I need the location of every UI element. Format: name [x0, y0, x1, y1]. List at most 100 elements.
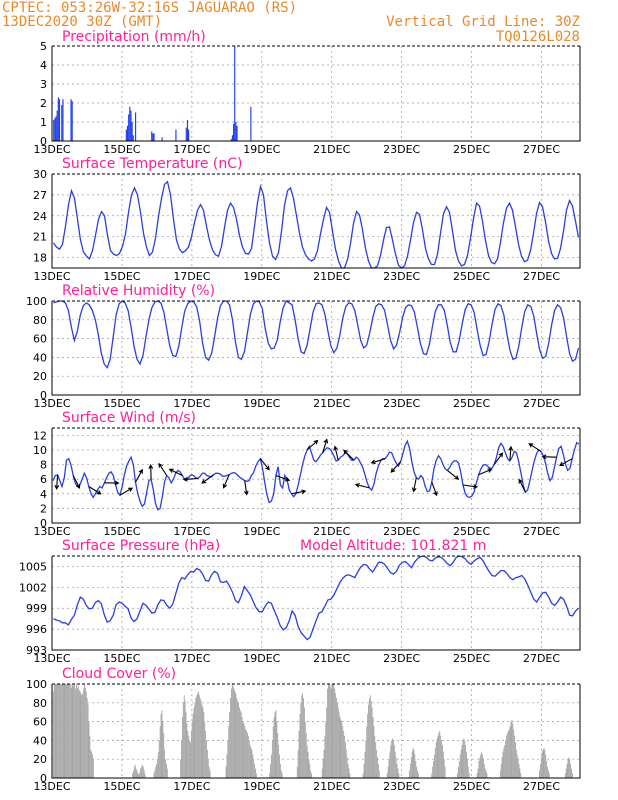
cloud-bar — [336, 702, 338, 778]
cloud-bar — [92, 754, 93, 778]
wind-arrow — [462, 484, 479, 489]
precip-bar — [57, 97, 59, 141]
cloud-bar — [92, 759, 94, 778]
cloud-bar — [79, 691, 81, 778]
x-tick-label: 17DEC — [173, 270, 210, 283]
x-tick-label: 23DEC — [383, 652, 420, 665]
cloud-bar — [86, 698, 88, 778]
cloud-bar — [59, 684, 61, 778]
panel-frame — [51, 174, 581, 269]
x-tick-label: 19DEC — [243, 397, 280, 410]
panel-frame — [51, 684, 581, 779]
cloud-bar — [344, 735, 345, 778]
panel-frame — [51, 428, 581, 524]
x-tick-label: 17DEC — [173, 143, 210, 156]
cloud-bar — [52, 691, 54, 778]
precip-bar — [152, 133, 154, 141]
wind-arrow — [508, 445, 514, 461]
x-tick-label: 15DEC — [103, 397, 140, 410]
cloud-bar — [54, 684, 56, 778]
cloud-bar — [157, 759, 158, 778]
wind-arrow — [222, 474, 230, 489]
cloud-bar — [567, 759, 569, 778]
cloud-bar — [571, 773, 573, 778]
cloud-bar — [191, 721, 193, 778]
cloud-bar — [520, 773, 522, 778]
x-tick-label: 21DEC — [313, 780, 350, 793]
cloud-bar — [134, 764, 136, 778]
cloud-bar — [71, 684, 73, 778]
cloud-bar — [457, 773, 459, 778]
cloud-bar — [411, 751, 413, 778]
precip-bar — [58, 99, 61, 141]
cloud-bar — [544, 749, 546, 778]
cloud-bar — [477, 768, 479, 778]
cloud-bar — [205, 731, 207, 778]
model-altitude: Model Altitude: 101.821 m — [300, 538, 486, 554]
cloud-bar — [70, 687, 72, 778]
cloud-bar — [310, 770, 312, 778]
cloud-bar — [512, 723, 514, 778]
y-tick-label: 6 — [40, 473, 47, 486]
precip-bar — [71, 101, 73, 141]
cloud-bar — [568, 757, 570, 778]
y-tick-label: 80 — [33, 697, 47, 710]
cloud-bar — [367, 714, 369, 778]
cloud-bar — [348, 768, 350, 778]
x-tick-label: 25DEC — [453, 525, 490, 538]
cloud-bar — [336, 698, 337, 778]
cloud-bar — [345, 749, 347, 778]
wind-arrow — [431, 481, 438, 497]
cloud-bar — [298, 731, 300, 778]
cloud-bar — [515, 742, 516, 778]
precip-bar — [188, 129, 190, 141]
x-tick-label: 23DEC — [383, 143, 420, 156]
x-tick-label: 13DEC — [33, 270, 70, 283]
panel-title: Cloud Cover (%) — [62, 666, 176, 682]
y-tick-label: 0 — [40, 389, 47, 402]
wind-arrow — [72, 475, 81, 490]
wind-arrow — [243, 480, 249, 496]
wind-arrow — [478, 468, 493, 476]
cloud-bar — [162, 721, 164, 778]
wind-arrow — [354, 482, 370, 489]
panel-title: Surface Wind (m/s) — [62, 410, 196, 426]
cloud-bar — [77, 685, 79, 778]
cloud-bar — [153, 773, 155, 778]
x-tick-label: 25DEC — [453, 270, 490, 283]
y-tick-label: 1 — [40, 116, 47, 129]
cloud-bar — [545, 754, 547, 778]
cloud-bar — [542, 749, 544, 778]
cloud-bar — [273, 716, 275, 778]
precip-bar — [125, 129, 127, 141]
panel-3: 0 20 40 60 80 100 13DEC 15DEC 17DEC 19DEC 21DEC 23D… — [26, 283, 581, 410]
y-tick-label: 12 — [33, 429, 47, 442]
precip-bar — [53, 120, 55, 141]
cloud-bar — [368, 704, 369, 778]
cloud-bar — [309, 763, 311, 778]
cloud-bar — [181, 716, 183, 778]
cloud-bar — [330, 688, 332, 778]
cloud-bar — [275, 710, 277, 778]
cloud-bar — [362, 773, 364, 778]
cloud-bar — [251, 749, 253, 778]
cloud-bar — [364, 751, 366, 778]
cloud-bar — [502, 751, 504, 778]
wind-arrow — [306, 439, 319, 451]
precip-bar — [70, 99, 72, 141]
cloud-bar — [486, 773, 488, 778]
cloud-bar — [58, 684, 60, 778]
cloud-bar — [368, 698, 370, 778]
cloud-bar — [311, 773, 312, 778]
x-tick-label: 17DEC — [173, 780, 210, 793]
x-tick-label: 15DEC — [103, 652, 140, 665]
cloud-bar — [564, 773, 566, 778]
y-tick-label: 0 — [40, 517, 47, 530]
cloud-bar — [461, 745, 463, 778]
cloud-bar — [328, 684, 330, 778]
y-tick-label: 20 — [33, 753, 47, 766]
cloud-bar — [190, 731, 192, 778]
cloud-bar — [483, 763, 485, 778]
x-tick-label: 15DEC — [103, 525, 140, 538]
